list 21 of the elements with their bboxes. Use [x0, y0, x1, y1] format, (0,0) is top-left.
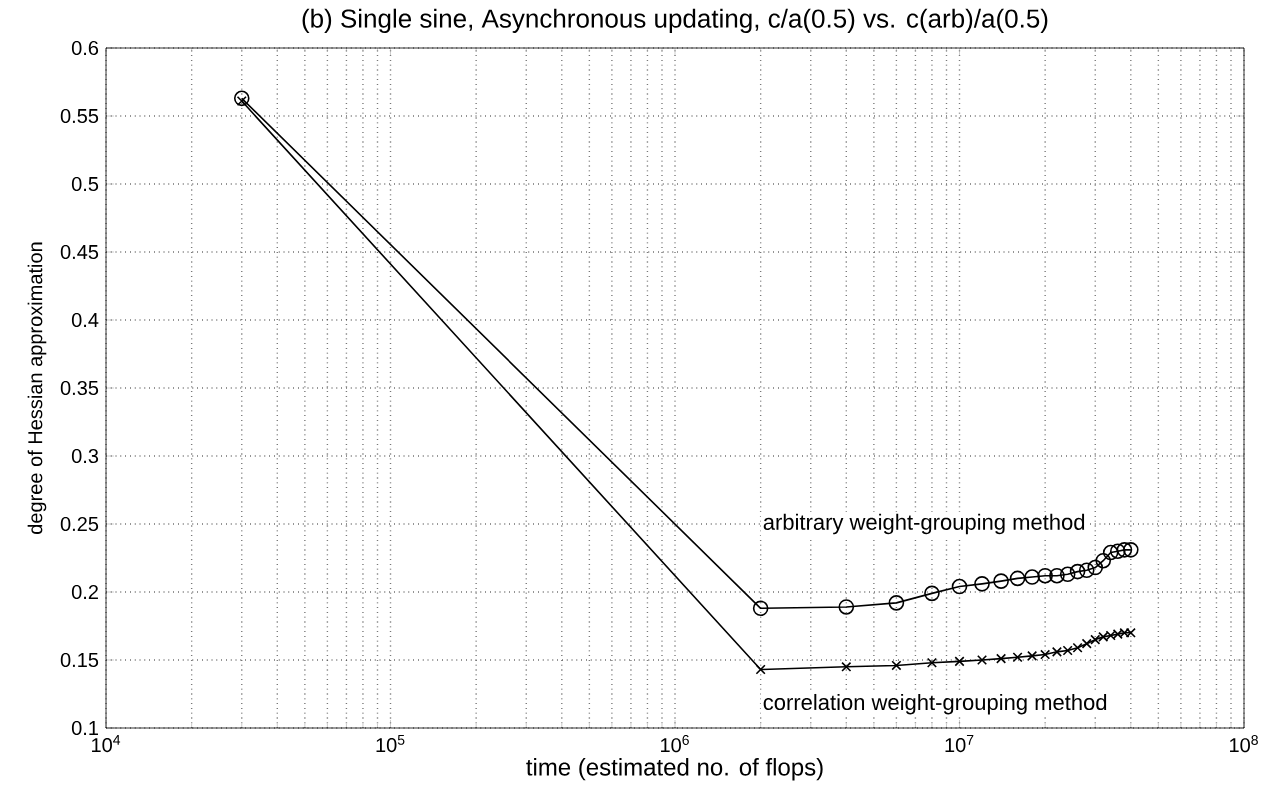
y-tick-label: 0.5: [71, 176, 99, 192]
y-tick-label: 0.15: [60, 652, 99, 668]
y-tick-label: 0.55: [60, 108, 99, 124]
x-tick-label: 10$^{8}$: [1230, 735, 1258, 753]
annotation: correlation weight-grouping method: [763, 693, 1107, 715]
y-tick-label: 0.2: [71, 584, 98, 600]
annotation: arbitrary weight-grouping method: [763, 513, 1085, 535]
y-tick-label: 0.35: [60, 380, 99, 396]
y-tick-label: 0.6: [71, 40, 99, 56]
x-axis-title: time (estimated no. of flops): [526, 758, 823, 781]
y-tick-label: 0.1: [71, 720, 98, 736]
y-tick-label: 0.4: [71, 312, 99, 328]
y-tick-label: 0.45: [60, 244, 99, 260]
x-tick-label: 10$^{6}$: [661, 735, 689, 753]
x-tick-label: 10$^{4}$: [92, 735, 121, 753]
x-tick-label: 10$^{5}$: [376, 735, 405, 753]
y-tick-label: 0.3: [71, 448, 99, 464]
x-tick-label: 10$^{7}$: [945, 735, 974, 753]
y-axis-title: degree of Hessian approximation: [27, 242, 47, 534]
chart-title: (b) Single sine, Asynchronous updating, c/a(0.5) vs. c(arb)/a(0.5): [302, 8, 1048, 33]
y-tick-label: 0.25: [60, 516, 99, 532]
